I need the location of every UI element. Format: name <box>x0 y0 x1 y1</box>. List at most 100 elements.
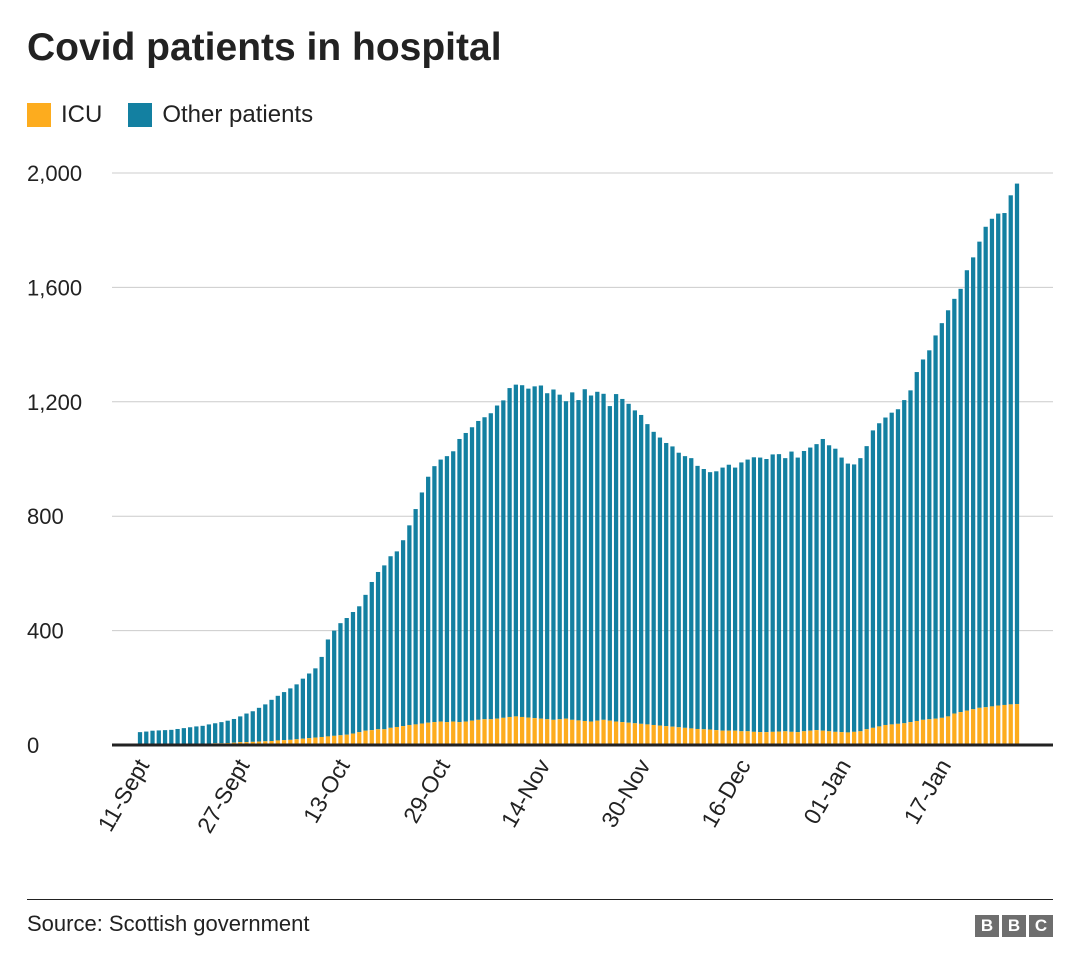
bar-other-patients <box>269 699 274 741</box>
bar-icu <box>864 729 869 745</box>
bar-icu <box>1014 704 1020 745</box>
bar-icu <box>795 732 800 745</box>
bar-icu <box>332 735 337 745</box>
bar-icu <box>801 731 807 745</box>
bar-other-patients <box>651 431 656 725</box>
bar-other-patients <box>689 458 694 729</box>
bar-other-patients <box>200 725 205 744</box>
bar-other-patients <box>613 394 619 722</box>
bar-other-patients <box>720 467 725 731</box>
bar-icu <box>645 724 650 745</box>
y-tick-label: 0 <box>27 733 39 758</box>
bar-other-patients <box>513 384 518 717</box>
bbc-logo-block: B <box>975 915 999 937</box>
bar-icu <box>532 718 537 745</box>
bar-other-patients <box>281 692 287 741</box>
bar-other-patients <box>426 476 431 723</box>
bar-icu <box>307 738 312 745</box>
legend-swatch-other-patients <box>128 103 153 127</box>
bar-other-patients <box>870 430 876 728</box>
bbc-logo: B B C <box>972 915 1053 937</box>
bar-icu <box>275 740 280 745</box>
bar-other-patients <box>244 713 249 743</box>
bar-other-patients <box>676 452 681 728</box>
bar-other-patients <box>977 241 982 708</box>
bar-other-patients <box>996 213 1001 706</box>
bar-other-patients <box>989 218 995 707</box>
bar-icu <box>313 737 318 745</box>
bar-other-patients <box>307 673 312 739</box>
bar-icu <box>294 739 299 745</box>
bar-icu <box>469 720 475 745</box>
bar-other-patients <box>206 724 212 744</box>
bar-other-patients <box>883 417 888 725</box>
bar-other-patients <box>181 728 186 744</box>
x-tick-label: 30-Nov <box>596 754 656 832</box>
bar-other-patients <box>438 459 443 722</box>
bar-icu <box>758 732 763 745</box>
bar-other-patients <box>895 409 901 724</box>
bar-other-patients <box>369 581 374 731</box>
bar-icu <box>519 716 525 745</box>
bar-other-patients <box>476 420 481 720</box>
bar-icu <box>1002 704 1007 745</box>
bar-other-patients <box>400 540 406 727</box>
x-tick-label: 29-Oct <box>398 754 455 827</box>
bar-other-patients <box>657 437 663 726</box>
bar-other-patients <box>313 668 318 738</box>
bar-other-patients <box>745 459 750 732</box>
bar-icu <box>726 730 731 745</box>
bar-icu <box>707 729 713 745</box>
bar-icu <box>996 705 1001 745</box>
bar-other-patients <box>507 388 512 717</box>
bar-icu <box>300 738 306 745</box>
bar-icu <box>557 719 562 745</box>
bar-icu <box>325 736 331 745</box>
bar-icu <box>494 718 500 745</box>
bar-icu <box>375 729 381 745</box>
bar-icu <box>895 723 901 745</box>
bar-icu <box>344 734 349 745</box>
bar-icu <box>507 716 512 745</box>
bar-icu <box>826 731 832 745</box>
bar-other-patients <box>319 656 324 737</box>
bar-icu <box>545 719 550 745</box>
bar-other-patients <box>350 612 356 734</box>
footer-divider <box>27 899 1053 900</box>
bar-other-patients <box>363 594 368 731</box>
bar-other-patients <box>739 462 744 732</box>
bar-icu <box>732 730 738 745</box>
bar-icu <box>476 719 481 745</box>
bar-other-patients <box>300 678 306 739</box>
bar-other-patients <box>808 447 813 731</box>
chart-title: Covid patients in hospital <box>27 26 502 69</box>
bar-icu <box>513 716 518 745</box>
bar-other-patients <box>939 323 944 718</box>
bar-other-patients <box>726 464 731 731</box>
bar-other-patients <box>469 427 475 721</box>
bar-icu <box>695 728 700 745</box>
bar-other-patients <box>945 310 951 717</box>
bar-icu <box>877 726 882 745</box>
bar-icu <box>570 719 575 745</box>
bar-other-patients <box>595 391 600 721</box>
bar-other-patients <box>375 571 381 730</box>
bar-other-patients <box>532 386 537 719</box>
bar-icu <box>250 741 255 745</box>
bar-other-patients <box>845 463 850 733</box>
bar-icu <box>714 730 719 745</box>
x-tick-label: 14-Nov <box>496 754 556 832</box>
bar-other-patients <box>670 446 675 727</box>
bar-icu <box>419 723 425 745</box>
legend-item-other-patients: Other patients <box>128 101 313 129</box>
bar-other-patients <box>394 551 399 727</box>
bar-other-patients <box>801 450 807 732</box>
bar-other-patients <box>275 695 280 741</box>
bar-icu <box>920 719 926 745</box>
bar-icu <box>745 731 750 745</box>
bar-other-patients <box>864 446 869 730</box>
bar-icu <box>413 724 418 745</box>
bar-icu <box>269 740 274 745</box>
bar-other-patients <box>488 413 493 720</box>
bar-other-patients <box>770 454 775 732</box>
